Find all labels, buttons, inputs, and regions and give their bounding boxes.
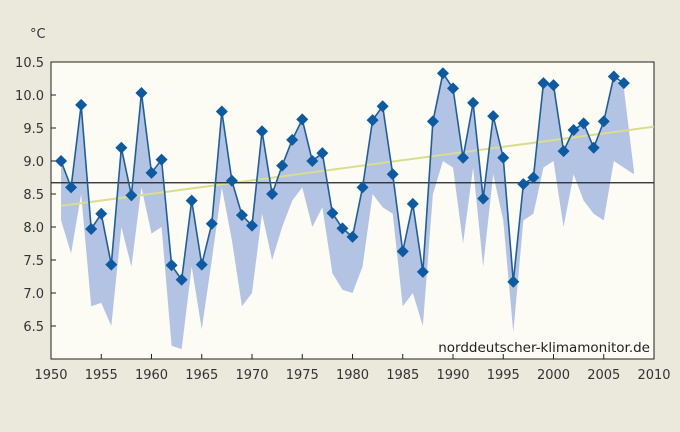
data-point [256, 125, 269, 138]
data-point [85, 222, 98, 235]
y-tick-label: 8.0 [23, 221, 44, 236]
data-point [366, 114, 379, 127]
data-point [326, 207, 339, 220]
y-tick-label: 9.0 [23, 155, 44, 170]
data-point [457, 151, 470, 164]
y-axis-label: °C [30, 27, 46, 42]
x-tick-label: 1965 [185, 368, 218, 383]
data-point [246, 219, 258, 232]
data-point [185, 194, 198, 207]
x-tick-label: 1990 [436, 368, 469, 383]
data-point [376, 100, 389, 113]
data-point [447, 82, 459, 95]
x-tick-label: 1960 [135, 368, 168, 383]
data-point [467, 96, 480, 109]
data-point [527, 171, 540, 184]
y-tick-label: 10.5 [15, 56, 44, 71]
data-point [155, 153, 168, 166]
data-point [416, 265, 429, 278]
data-point [406, 197, 419, 210]
data-point [577, 117, 590, 130]
data-point [215, 105, 228, 118]
data-point [356, 181, 369, 194]
data-point [175, 273, 188, 286]
data-point [547, 79, 560, 92]
data-point [497, 151, 510, 164]
data-point [386, 168, 399, 181]
data-point [225, 174, 238, 187]
data-point [617, 77, 630, 90]
data-point [205, 217, 218, 230]
data-point [115, 141, 128, 154]
data-point [316, 147, 329, 160]
data-point [587, 141, 600, 154]
data-point [266, 188, 279, 200]
data-point [235, 209, 248, 222]
x-tick-label: 2000 [537, 368, 570, 383]
data-point [165, 259, 178, 272]
x-tick-label: 1955 [85, 368, 118, 383]
data-point [95, 207, 108, 220]
data-point [105, 258, 118, 271]
data-point [306, 155, 319, 167]
y-tick-label: 9.5 [23, 122, 44, 137]
y-tick-label: 6.5 [23, 320, 44, 335]
data-point [537, 77, 550, 90]
data-point [145, 166, 158, 179]
reference-lines [51, 125, 655, 207]
x-tick-label: 2010 [637, 368, 670, 383]
x-tick-label: 1985 [386, 368, 419, 383]
data-point [125, 189, 138, 202]
data-point [607, 70, 620, 83]
data-point [276, 159, 289, 172]
x-tick-label: 2005 [587, 368, 620, 383]
data-point [477, 192, 490, 205]
data-point [75, 98, 88, 111]
x-axis: 1950 1955 1960 1965 1970 1975 1980 1985 1990 1995… [34, 354, 671, 383]
data-point [346, 230, 359, 243]
data-point [195, 258, 208, 271]
data-point [336, 222, 349, 235]
x-tick-label: 1980 [336, 368, 369, 383]
data-point [296, 113, 309, 126]
x-tick-label: 1995 [487, 368, 520, 383]
data-point [557, 145, 570, 158]
data-point [567, 123, 580, 136]
data-point [597, 115, 610, 128]
data-series [55, 67, 630, 288]
data-point [55, 155, 68, 167]
watermark: norddeutscher-klimamonitor.de [438, 340, 650, 356]
x-tick-label: 1970 [235, 368, 268, 383]
trend-line [60, 125, 655, 207]
data-point [135, 87, 148, 100]
y-axis: 10.5 10.0 9.5 9.0 8.5 8.0 7.5 7.0 6.5 [15, 56, 56, 335]
x-tick-label: 1950 [34, 368, 67, 383]
x-tick-label: 1975 [286, 368, 319, 383]
data-point [65, 181, 78, 194]
data-point [426, 115, 439, 128]
y-tick-label: 8.5 [23, 188, 44, 203]
data-point [396, 245, 409, 258]
data-point [507, 275, 520, 288]
data-point [487, 110, 500, 123]
y-tick-label: 7.5 [23, 254, 44, 269]
y-tick-label: 7.0 [23, 287, 44, 302]
data-point [286, 133, 299, 146]
data-point [517, 178, 530, 191]
y-tick-label: 10.0 [15, 89, 44, 104]
data-point [436, 67, 449, 80]
